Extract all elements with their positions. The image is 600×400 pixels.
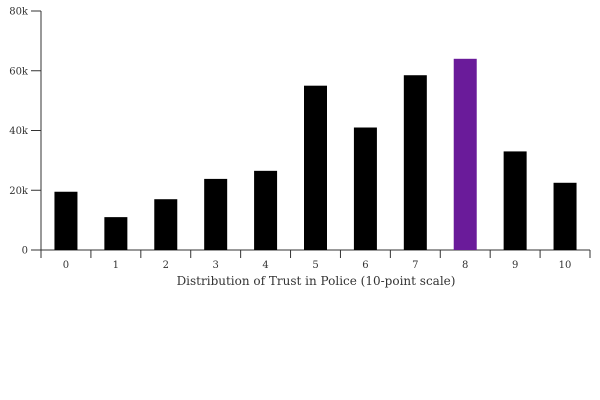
x-tick-label: 4 — [262, 260, 268, 271]
y-tick-label: 60k — [9, 66, 29, 77]
x-tick-label: 5 — [312, 260, 318, 271]
x-tick-label: 6 — [362, 260, 368, 271]
bar-4 — [254, 170, 278, 250]
x-tick-label: 8 — [462, 260, 468, 271]
y-axis: 0 20k 40k 60k 80k — [9, 7, 42, 257]
x-tick-label: 0 — [63, 260, 69, 271]
bar-0 — [54, 191, 78, 250]
x-tick-label: 9 — [512, 260, 518, 271]
y-tick-label: 80k — [9, 7, 29, 18]
x-tick-label: 7 — [412, 260, 418, 271]
x-tick-label: 3 — [212, 260, 218, 271]
bar-5 — [304, 85, 327, 250]
bar-6 — [353, 127, 377, 250]
x-axis-title: Distribution of Trust in Police (10-poin… — [177, 274, 456, 288]
x-tick-label: 10 — [559, 260, 572, 271]
y-tick-label: 0 — [22, 246, 28, 257]
bar-2 — [154, 199, 178, 250]
y-tick-label: 40k — [9, 126, 29, 137]
bar-1 — [104, 217, 128, 250]
x-axis: 0 1 2 3 4 5 6 7 8 9 10 — [40, 249, 591, 271]
bar-10 — [553, 182, 577, 250]
bar-7 — [403, 75, 427, 250]
bar-8 — [453, 58, 477, 250]
y-tick-label: 20k — [9, 186, 29, 197]
bar-9 — [503, 151, 527, 250]
bar-3 — [204, 178, 228, 250]
bars — [54, 58, 577, 250]
x-tick-label: 1 — [113, 260, 119, 271]
x-tick-label: 2 — [163, 260, 169, 271]
